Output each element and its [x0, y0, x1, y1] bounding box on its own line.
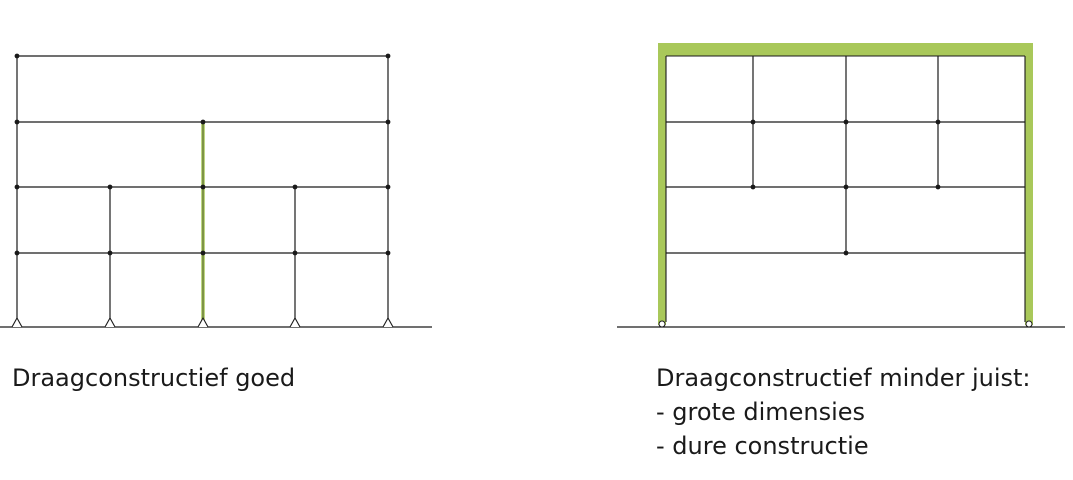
left-frame: [0, 55, 432, 328]
right-portal-column-right: [1025, 43, 1033, 325]
right-portal-column-left: [658, 43, 666, 325]
left-nodes: [14, 53, 391, 256]
node: [935, 119, 941, 125]
caption-left: Draagconstructief goed: [12, 364, 296, 392]
left-supports: [11, 316, 394, 328]
node: [200, 119, 206, 125]
support-hinge-icon: [382, 316, 394, 328]
node: [843, 250, 849, 256]
right-nodes: [750, 119, 941, 256]
node: [385, 250, 391, 256]
right-portal-beam: [658, 43, 1033, 56]
node: [107, 184, 113, 190]
node: [843, 184, 849, 190]
support-hinge-icon: [658, 320, 666, 328]
node: [750, 184, 756, 190]
node: [385, 53, 391, 59]
right-portal-frame: [658, 43, 1033, 325]
node: [200, 250, 206, 256]
support-hinge-icon: [11, 316, 23, 328]
node: [14, 119, 20, 125]
caption-right-note-2: - dure constructie: [656, 432, 869, 460]
support-hinge-icon: [197, 316, 209, 328]
caption-right: Draagconstructief minder juist: - grote …: [656, 361, 1031, 463]
node: [200, 184, 206, 190]
support-hinge-icon: [289, 316, 301, 328]
right-inner-grid: [666, 56, 1025, 254]
node: [750, 119, 756, 125]
node: [14, 184, 20, 190]
node: [14, 250, 20, 256]
node: [385, 184, 391, 190]
right-supports: [658, 320, 1033, 328]
node: [292, 184, 298, 190]
caption-right-note-1: - grote dimensies: [656, 398, 866, 426]
node: [292, 250, 298, 256]
node: [935, 184, 941, 190]
node: [843, 119, 849, 125]
node: [14, 53, 20, 59]
node: [385, 119, 391, 125]
support-hinge-icon: [1025, 320, 1033, 328]
caption-right-title: Draagconstructief minder juist:: [656, 364, 1031, 392]
node: [107, 250, 113, 256]
support-hinge-icon: [104, 316, 116, 328]
